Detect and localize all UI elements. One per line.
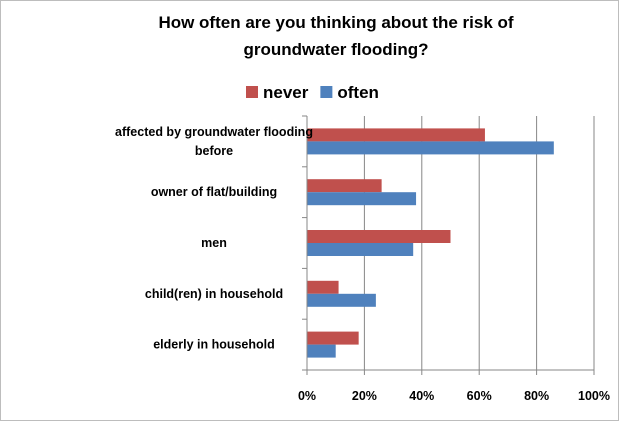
x-tick-labels: 0% 20% 40% 60% 80% 100%	[298, 389, 610, 403]
category-labels: affected by groundwater flooding before ow…	[115, 125, 313, 352]
x-tick-label: 100%	[578, 389, 610, 403]
legend-label-never: never	[263, 83, 309, 102]
category-label: before	[195, 144, 233, 158]
gridlines	[363, 116, 595, 370]
bar-never	[307, 128, 485, 142]
bars	[307, 128, 554, 358]
bar-often	[307, 192, 417, 206]
category-label: owner of flat/building	[151, 185, 277, 199]
x-tick-label: 0%	[298, 389, 316, 403]
legend-swatch-often	[320, 86, 333, 98]
x-tick-label: 20%	[352, 389, 377, 403]
x-tick-label: 60%	[467, 389, 492, 403]
legend-swatch-never	[246, 86, 258, 98]
x-tick-label: 80%	[524, 389, 549, 403]
bar-often	[307, 243, 414, 256]
legend-label-often: often	[337, 83, 379, 102]
category-label: affected by groundwater flooding	[115, 125, 313, 139]
legend: never often	[246, 83, 379, 102]
chart-title-line-1: How often are you thinking about the ris…	[158, 13, 513, 32]
axes	[302, 115, 595, 375]
chart-title-line-2: groundwater flooding?	[243, 40, 428, 59]
bar-never	[307, 280, 339, 294]
category-label: men	[201, 236, 227, 250]
bar-often	[307, 344, 336, 358]
category-label: child(ren) in household	[145, 287, 283, 301]
bar-never	[307, 179, 382, 193]
category-label: elderly in household	[153, 338, 275, 352]
bar-never	[307, 331, 359, 345]
x-tick-label: 40%	[409, 389, 434, 403]
bar-often	[307, 293, 376, 307]
chart-title: How often are you thinking about the ris…	[158, 13, 513, 59]
bar-never	[307, 230, 451, 243]
bar-often	[307, 141, 554, 155]
